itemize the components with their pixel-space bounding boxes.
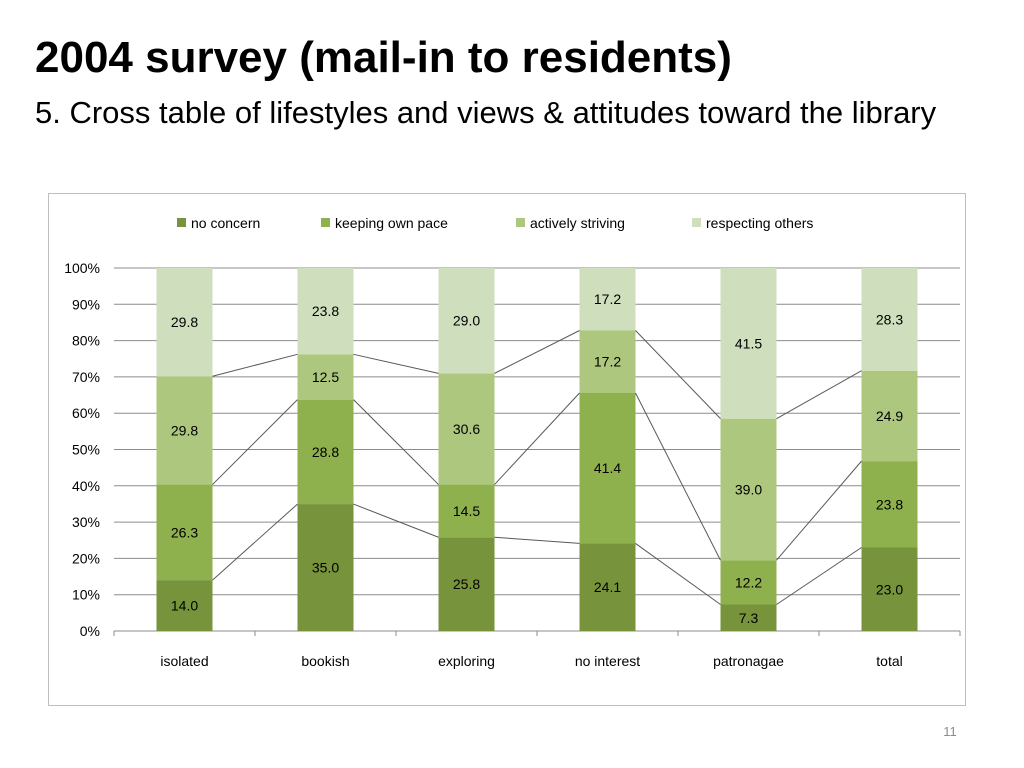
bar-segment bbox=[720, 604, 777, 631]
data-label: 28.3 bbox=[876, 311, 903, 327]
y-tick-label: 30% bbox=[72, 514, 100, 530]
y-tick-label: 60% bbox=[72, 405, 100, 421]
series-line bbox=[353, 503, 439, 538]
bar-segment bbox=[579, 268, 636, 331]
slide-subtitle: 5. Cross table of lifestyles and views &… bbox=[35, 95, 937, 130]
data-label: 28.8 bbox=[312, 444, 339, 460]
stacked-bar-chart: 0% 10% 20% 30% 40% 50% 60% 70% 80% 90% 100% 14.0 26.… bbox=[64, 215, 961, 669]
data-label: 17.2 bbox=[594, 354, 621, 370]
series-line bbox=[635, 330, 721, 419]
category-label: bookish bbox=[301, 653, 349, 669]
bar-segment bbox=[579, 543, 636, 631]
category-label: no interest bbox=[575, 653, 640, 669]
legend-swatch bbox=[177, 218, 186, 227]
bar-segment bbox=[156, 268, 213, 377]
bar-segment bbox=[861, 547, 918, 631]
category-label: isolated bbox=[160, 653, 208, 669]
bar-segment bbox=[297, 354, 354, 400]
bar-segment bbox=[720, 560, 777, 605]
data-label: 12.5 bbox=[312, 369, 339, 385]
y-tick-label: 90% bbox=[72, 296, 100, 312]
bar-segment bbox=[861, 370, 918, 462]
page-number: 11 bbox=[943, 724, 957, 739]
bar-segment bbox=[438, 484, 495, 538]
series-line bbox=[353, 399, 439, 485]
bar-segment bbox=[297, 504, 354, 631]
data-label: 29.0 bbox=[453, 313, 480, 329]
data-label: 23.8 bbox=[312, 303, 339, 319]
y-tick-label: 0% bbox=[80, 623, 100, 639]
series-line bbox=[776, 460, 862, 561]
series-line bbox=[776, 547, 862, 605]
bar-segment bbox=[720, 268, 777, 419]
series-line bbox=[212, 503, 298, 581]
data-label: 14.5 bbox=[453, 503, 480, 519]
series-line bbox=[212, 353, 298, 377]
bar-segment bbox=[720, 418, 777, 561]
data-label: 23.8 bbox=[876, 496, 903, 512]
data-label: 24.1 bbox=[594, 579, 621, 595]
series-line bbox=[353, 353, 439, 374]
data-label: 41.5 bbox=[735, 335, 762, 351]
data-label: 12.2 bbox=[735, 574, 762, 590]
bar-segment bbox=[156, 376, 213, 485]
data-label: 7.3 bbox=[739, 610, 759, 626]
legend-label: actively striving bbox=[530, 215, 625, 231]
series-line bbox=[494, 392, 580, 485]
data-label: 24.9 bbox=[876, 408, 903, 424]
legend-swatch bbox=[692, 218, 701, 227]
legend-swatch bbox=[516, 218, 525, 227]
series-line bbox=[635, 543, 721, 605]
legend-label: keeping own pace bbox=[335, 215, 448, 231]
bar-segment bbox=[156, 580, 213, 631]
category-label: exploring bbox=[438, 653, 495, 669]
data-label: 41.4 bbox=[594, 460, 621, 476]
series-line bbox=[494, 536, 580, 544]
y-tick-label: 50% bbox=[72, 442, 100, 458]
bar-segment bbox=[579, 330, 636, 393]
bar-segment bbox=[861, 268, 918, 371]
data-label: 14.0 bbox=[171, 598, 198, 614]
data-label: 26.3 bbox=[171, 524, 198, 540]
series-line bbox=[212, 399, 298, 485]
legend-swatch bbox=[321, 218, 330, 227]
bar-segment bbox=[438, 268, 495, 374]
data-label: 30.6 bbox=[453, 421, 480, 437]
category-label: patronagae bbox=[713, 653, 784, 669]
bar-segment bbox=[579, 392, 636, 544]
data-label: 29.8 bbox=[171, 314, 198, 330]
series-line bbox=[494, 330, 580, 374]
data-label: 29.8 bbox=[171, 422, 198, 438]
bar-segment bbox=[297, 399, 354, 505]
y-tick-label: 40% bbox=[72, 478, 100, 494]
bar-segment bbox=[438, 537, 495, 631]
slide-title: 2004 survey (mail-in to residents) bbox=[35, 33, 732, 82]
bar-segment bbox=[861, 461, 918, 548]
data-label: 17.2 bbox=[594, 291, 621, 307]
chart-frame: 0% 10% 20% 30% 40% 50% 60% 70% 80% 90% 100% 14.0 26.… bbox=[48, 193, 966, 706]
y-tick-label: 100% bbox=[64, 260, 100, 276]
y-tick-label: 10% bbox=[72, 587, 100, 603]
bar-segment bbox=[297, 268, 354, 355]
legend-label: no concern bbox=[191, 215, 260, 231]
series-line bbox=[776, 370, 862, 420]
y-tick-label: 70% bbox=[72, 369, 100, 385]
series-line bbox=[635, 392, 721, 561]
bar-segment bbox=[438, 373, 495, 485]
data-label: 39.0 bbox=[735, 481, 762, 497]
data-label: 35.0 bbox=[312, 560, 339, 576]
legend-label: respecting others bbox=[706, 215, 813, 231]
category-label: total bbox=[876, 653, 902, 669]
y-tick-label: 20% bbox=[72, 550, 100, 566]
data-label: 25.8 bbox=[453, 576, 480, 592]
y-tick-label: 80% bbox=[72, 333, 100, 349]
data-label: 23.0 bbox=[876, 581, 903, 597]
bar-segment bbox=[156, 484, 213, 581]
